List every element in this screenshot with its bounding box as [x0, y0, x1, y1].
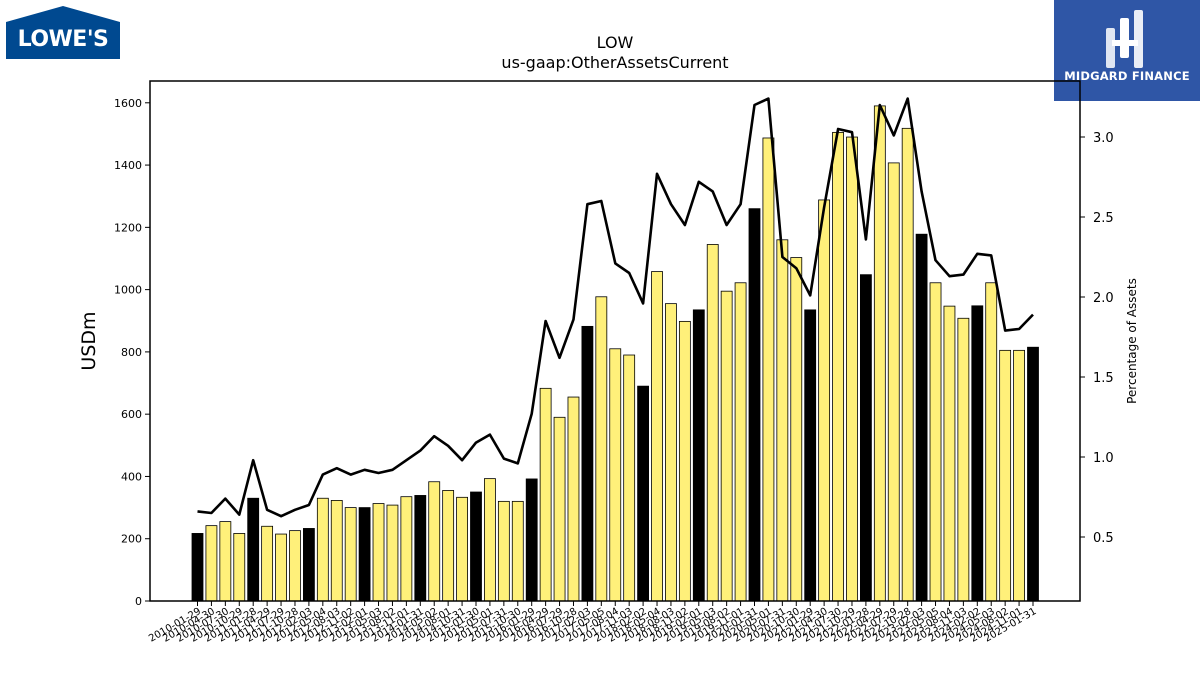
bar: [790, 257, 803, 602]
bar: [901, 127, 914, 602]
y-tick-label: 1000: [114, 284, 142, 297]
bar: [734, 282, 747, 602]
bar: [386, 504, 399, 602]
bar: [637, 385, 649, 602]
bar: [261, 525, 274, 602]
bar: [484, 478, 496, 602]
bar: [553, 416, 566, 602]
bar: [818, 199, 831, 602]
bar: [428, 481, 441, 602]
bar: [567, 396, 580, 602]
bar: [748, 208, 761, 602]
bar: [887, 162, 900, 602]
y-tick-label: 1600: [114, 97, 142, 110]
bar: [247, 497, 260, 602]
bar: [233, 533, 246, 602]
bar: [860, 274, 872, 602]
bar: [1013, 349, 1025, 602]
bar: [595, 296, 608, 602]
bar: [623, 354, 636, 602]
bar: [999, 349, 1012, 602]
y-tick-label: 0: [135, 595, 142, 608]
bar: [929, 282, 942, 602]
bar: [873, 105, 886, 602]
bar: [511, 500, 524, 602]
bar: [358, 507, 371, 602]
bar: [302, 528, 315, 602]
y-tick-label: 400: [121, 470, 142, 483]
bar: [957, 317, 970, 602]
bar: [609, 348, 622, 602]
bar: [456, 496, 468, 602]
bar: [316, 497, 329, 602]
bar: [344, 507, 357, 602]
bar: [762, 137, 775, 602]
bar: [1027, 346, 1039, 602]
bar: [289, 530, 301, 602]
bar: [720, 290, 733, 602]
bar: [442, 490, 455, 602]
y2-tick-label: 2.0: [1093, 291, 1114, 306]
bar: [330, 500, 343, 602]
bar: [915, 233, 928, 602]
y-tick-label: 200: [121, 533, 142, 546]
y-tick-label: 1400: [114, 159, 142, 172]
bar: [832, 131, 844, 602]
lowes-logo: LOWE'S: [6, 6, 120, 59]
bar: [581, 325, 594, 602]
y-tick-label: 1200: [114, 221, 142, 234]
bar: [678, 320, 691, 602]
bar: [539, 387, 552, 602]
bar: [943, 305, 956, 602]
y2-tick-label: 1.0: [1093, 451, 1114, 466]
bar: [219, 521, 232, 602]
bar: [414, 495, 427, 602]
y-tick-label: 800: [121, 346, 142, 359]
midgard-finance-text: MIDGARD FINANCE: [1064, 69, 1190, 83]
midgard-emblem-icon: [1106, 10, 1143, 68]
bar-series: [191, 105, 1039, 602]
bar: [804, 309, 817, 602]
axes: 0 200 400 600 800 1000 1200 1400 1600 0.5 1.0 1.5 2.…: [114, 80, 1114, 645]
bar: [470, 491, 482, 602]
bar: [275, 533, 287, 602]
y2-tick-label: 1.5: [1093, 371, 1114, 386]
chart-title: LOW: [597, 33, 634, 52]
y2-tick-label: 0.5: [1093, 531, 1114, 546]
bar: [651, 271, 663, 602]
bar: [846, 136, 858, 602]
bar: [400, 496, 413, 602]
bar: [706, 244, 719, 602]
y2-tick-label: 3.0: [1093, 131, 1114, 146]
bar: [191, 533, 204, 602]
bar: [525, 478, 538, 602]
y-axis-label: USDm: [78, 311, 100, 370]
bar: [665, 303, 677, 602]
bar: [971, 305, 984, 602]
line-series: [197, 97, 1034, 518]
midgard-finance-logo: MIDGARD FINANCE: [1054, 0, 1200, 101]
percentage-line: [197, 97, 1034, 518]
y2-tick-label: 2.5: [1093, 211, 1114, 226]
bar: [497, 500, 510, 602]
bar: [372, 503, 385, 602]
chart-subtitle: us-gaap:OtherAssetsCurrent: [501, 53, 728, 72]
bar: [692, 309, 705, 602]
y-tick-label: 600: [121, 408, 142, 421]
lowes-logo-text: LOWE'S: [17, 27, 109, 52]
y2-axis-label: Percentage of Assets: [1125, 278, 1139, 404]
bar: [776, 239, 789, 602]
bar: [985, 282, 998, 602]
bar: [205, 525, 218, 602]
